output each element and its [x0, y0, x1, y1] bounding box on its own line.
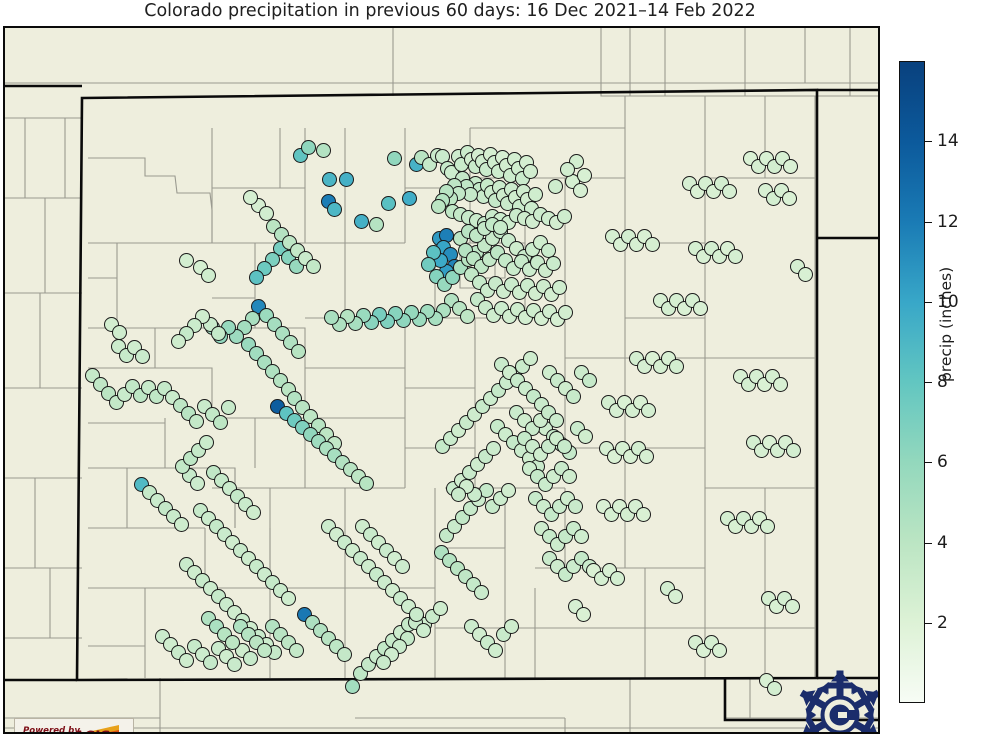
- colorbar-tick-mark: [925, 141, 932, 143]
- colorado-snowflake-logo: C: [794, 669, 878, 732]
- colorbar-ticks: 2 4 6 8 10 12 14: [925, 61, 981, 703]
- colorbar-tick-label: 10: [937, 291, 959, 312]
- colorbar-tick-mark: [925, 382, 932, 383]
- page-title: Colorado precipitation in previous 60 da…: [144, 1, 756, 21]
- colorbar-tick-mark: [925, 622, 932, 624]
- map-plot-area: Powered by ACIS Regional Climate Centers: [3, 26, 880, 734]
- colorbar-tick-label: 6: [937, 452, 948, 473]
- colorbar-tick-mark: [925, 301, 932, 303]
- svg-text:ACIS: ACIS: [72, 729, 110, 734]
- svg-text:Powered by: Powered by: [23, 726, 80, 734]
- map-geography: [5, 28, 878, 732]
- colorbar-tick-label: 2: [937, 612, 948, 633]
- colorbar-gradient: [899, 61, 925, 703]
- colorbar-tick-label: 8: [937, 372, 948, 392]
- colorbar-axis-label: precip (inches): [937, 266, 955, 382]
- colorbar-tick-label: 12: [937, 211, 959, 232]
- colorbar-tick-mark: [925, 462, 932, 464]
- state-borders: [5, 84, 878, 722]
- colorbar-tick-label: 14: [937, 131, 959, 152]
- colorbar-tick-mark: [925, 542, 932, 544]
- colorbar-tick-mark: [925, 221, 932, 223]
- colorbar-tick-label: 4: [937, 532, 948, 553]
- acis-logo: Powered by ACIS Regional Climate Centers: [14, 718, 134, 734]
